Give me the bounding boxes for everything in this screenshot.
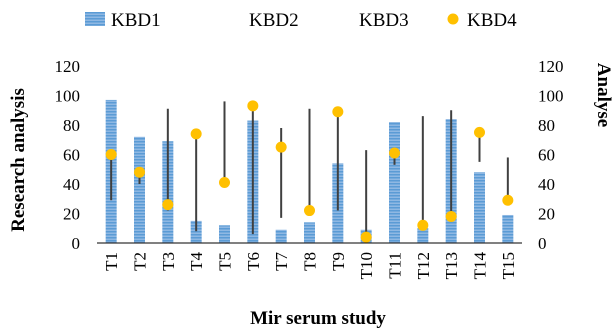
bar-kbd1 [389, 122, 400, 243]
legend-swatch-kbd1 [85, 12, 105, 26]
marker-kbd4 [134, 166, 145, 178]
marker-kbd4 [247, 100, 259, 112]
y-tick-left: 40 [63, 175, 80, 194]
y-tick-right: 80 [538, 116, 555, 135]
marker-series-kbd4 [105, 100, 514, 243]
legend-label: KBD4 [467, 10, 517, 31]
y-tick-left: 60 [63, 146, 80, 165]
y-tick-left: 80 [63, 116, 80, 135]
y-tick-right: 100 [538, 87, 564, 106]
legend: KBD1 KBD2 KBD3 KBD4 [85, 10, 517, 31]
marker-kbd4 [105, 149, 117, 160]
bar-kbd1 [219, 225, 230, 243]
y-tick-left: 20 [63, 205, 80, 224]
right-axis: 0 20 40 60 80 100 120 [538, 57, 564, 253]
legend-label: KBD1 [111, 10, 161, 31]
bar-kbd1 [474, 172, 485, 243]
x-tick-label: T8 [301, 252, 320, 271]
bar-kbd1 [502, 214, 514, 243]
marker-kbd4 [162, 199, 174, 211]
y-tick-left: 100 [55, 87, 81, 106]
x-tick-label: T11 [386, 252, 405, 279]
x-tick-label: T13 [442, 252, 461, 279]
y-tick-right: 0 [538, 234, 547, 253]
bar-kbd1 [275, 229, 287, 243]
marker-kbd4 [360, 231, 372, 243]
y-tick-right: 40 [538, 175, 555, 194]
x-tick-label: T2 [131, 252, 150, 271]
x-axis-categories: T1 T2 T3 T4 T5 T6 T7 T8 T9 T10 T11 T12 T13 T14 T15 [102, 252, 518, 280]
x-tick-label: T14 [471, 252, 490, 280]
y-axis-title-left: Research analysis [8, 88, 29, 232]
bar-kbd1 [190, 220, 202, 243]
marker-kbd4 [190, 128, 202, 140]
marker-kbd4 [304, 205, 315, 217]
x-axis-title: Mir serum study [250, 308, 386, 329]
x-tick-label: T7 [272, 252, 291, 271]
marker-kbd4 [219, 177, 230, 189]
left-axis: 0 20 40 60 80 100 120 [55, 57, 81, 253]
marker-kbd4 [417, 219, 429, 231]
bar-kbd1 [134, 136, 145, 243]
x-tick-label: T5 [216, 252, 235, 271]
x-tick-label: T9 [329, 252, 348, 271]
x-tick-label: T4 [187, 252, 206, 271]
x-tick-label: T10 [357, 252, 376, 279]
x-tick-label: T6 [244, 252, 263, 271]
y-tick-right: 120 [538, 57, 564, 76]
bar-kbd1 [304, 222, 315, 243]
y-tick-right: 60 [538, 146, 555, 165]
y-axis-title-right: Analyse [593, 63, 612, 127]
y-tick-left: 0 [72, 234, 81, 253]
x-tick-label: T12 [414, 252, 433, 279]
marker-kbd4 [474, 126, 485, 138]
marker-kbd4 [502, 194, 514, 206]
marker-kbd4 [332, 106, 344, 118]
x-tick-label: T3 [159, 252, 178, 271]
marker-kbd4 [445, 210, 457, 222]
y-tick-right: 20 [538, 205, 555, 224]
y-tick-left: 120 [55, 57, 81, 76]
x-tick-label: T15 [499, 252, 518, 279]
legend-label: KBD2 [249, 10, 299, 31]
legend-label: KBD3 [359, 10, 409, 31]
legend-swatch-kbd4 [447, 13, 459, 25]
bar-kbd1 [417, 228, 429, 243]
marker-kbd4 [275, 141, 287, 153]
marker-kbd4 [389, 147, 400, 159]
x-tick-label: T1 [102, 252, 121, 271]
